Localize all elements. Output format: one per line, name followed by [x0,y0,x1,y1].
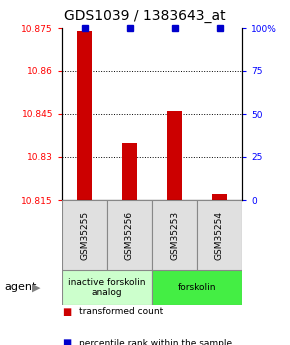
Text: ■: ■ [62,307,71,317]
Bar [152,200,197,270]
Text: ■: ■ [62,338,71,345]
Bar [152,270,242,305]
Text: GSM35256: GSM35256 [125,210,134,259]
Text: GSM35254: GSM35254 [215,210,224,259]
Text: forskolin: forskolin [178,283,216,292]
Text: transformed count: transformed count [79,307,164,316]
Bar [212,194,227,200]
Text: agent: agent [4,283,37,293]
Text: inactive forskolin
analog: inactive forskolin analog [68,278,146,297]
Bar [77,31,93,200]
Text: ▶: ▶ [32,283,41,293]
Text: GSM35255: GSM35255 [80,210,89,259]
Text: GSM35253: GSM35253 [170,210,179,259]
Bar [197,200,242,270]
Bar [167,111,182,200]
Text: GDS1039 / 1383643_at: GDS1039 / 1383643_at [64,9,226,23]
Bar [107,200,152,270]
Text: percentile rank within the sample: percentile rank within the sample [79,338,233,345]
Bar [62,200,107,270]
Bar [62,270,152,305]
Bar [122,143,137,200]
